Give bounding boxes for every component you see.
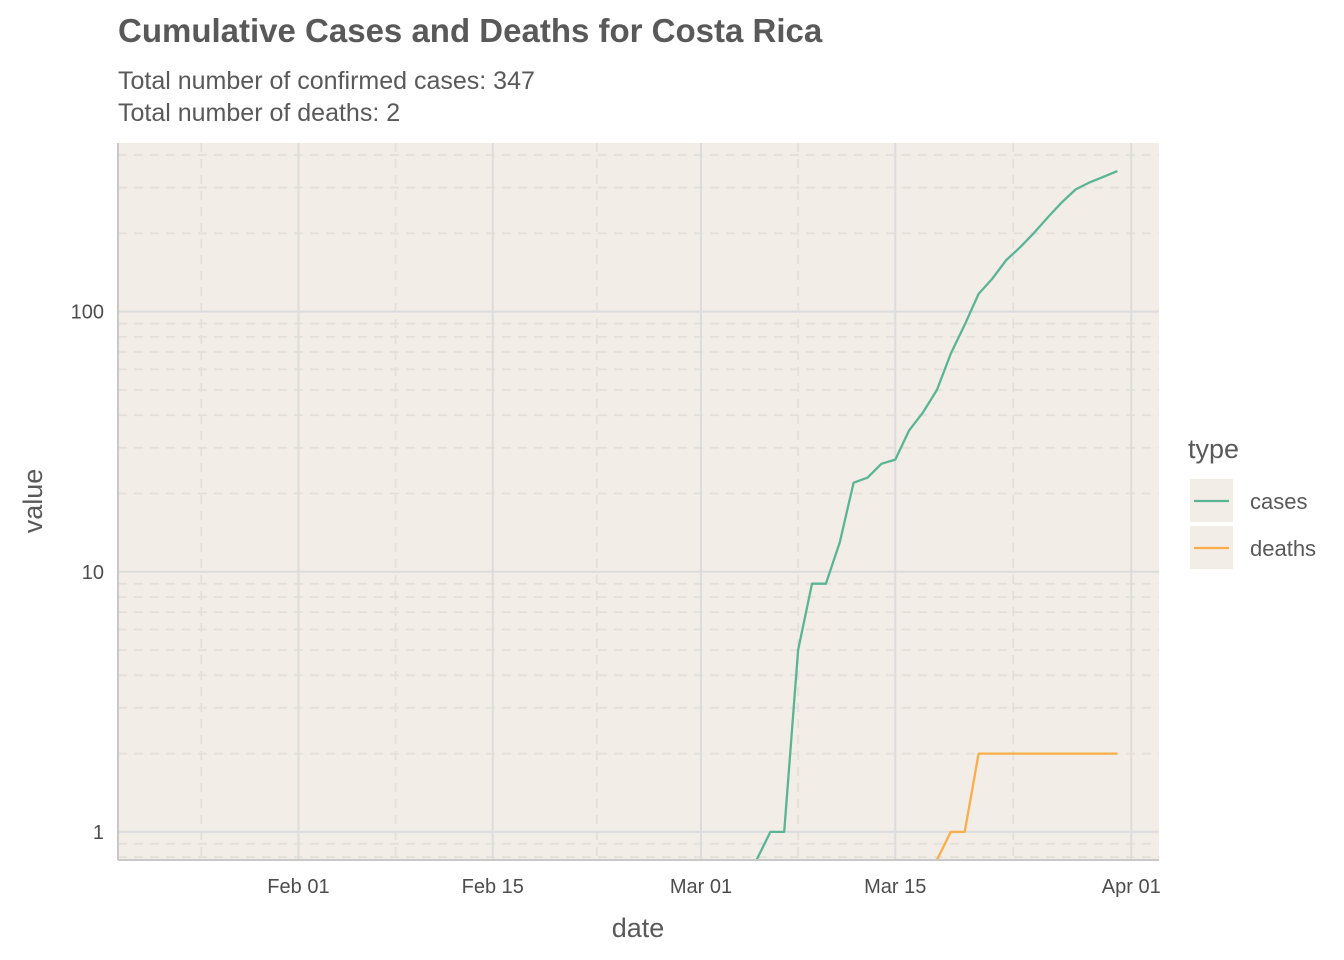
y-tick-label: 10 xyxy=(82,562,104,584)
x-tick-label: Apr 01 xyxy=(1102,876,1161,898)
legend: type cases deaths xyxy=(1188,434,1316,569)
y-tick-label: 100 xyxy=(71,302,104,324)
minor-grid xyxy=(118,143,1159,860)
y-tick-label: 1 xyxy=(93,822,104,844)
x-tick-label: Mar 15 xyxy=(864,876,926,898)
x-axis-ticks: Feb 01 Feb 15 Mar 01 Mar 15 Apr 01 xyxy=(267,876,1160,898)
x-tick-label: Feb 15 xyxy=(462,876,524,898)
chart-title: Cumulative Cases and Deaths for Costa Ri… xyxy=(118,12,823,49)
legend-label-cases: cases xyxy=(1250,489,1307,514)
chart-subtitle-cases: Total number of confirmed cases: 347 xyxy=(118,67,535,95)
y-axis-title: value xyxy=(18,469,48,534)
series-line-cases xyxy=(755,170,1118,861)
chart-subtitle-deaths: Total number of deaths: 2 xyxy=(118,99,401,127)
x-tick-label: Mar 01 xyxy=(670,876,732,898)
series-lines xyxy=(755,170,1118,861)
x-tick-label: Feb 01 xyxy=(267,876,329,898)
major-grid xyxy=(118,143,1159,860)
series-line-deaths xyxy=(935,752,1118,861)
y-axis-ticks: 1 10 100 xyxy=(71,302,104,844)
x-axis-title: date xyxy=(612,913,665,943)
legend-label-deaths: deaths xyxy=(1250,536,1316,561)
plot-panel xyxy=(118,143,1159,860)
legend-title: type xyxy=(1188,434,1239,464)
